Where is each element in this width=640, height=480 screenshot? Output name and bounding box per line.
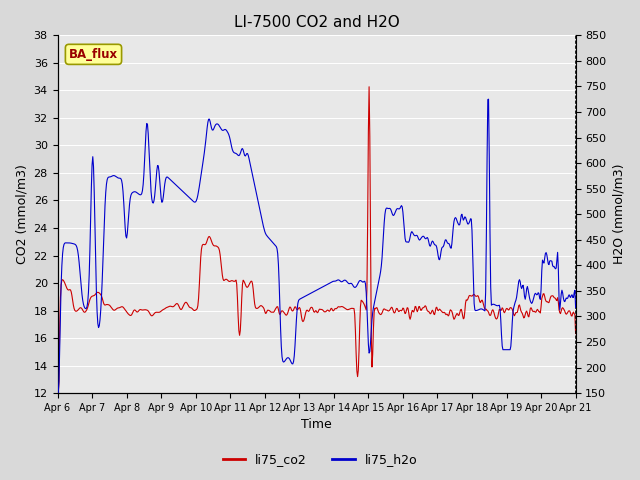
Y-axis label: H2O (mmol/m3): H2O (mmol/m3) xyxy=(612,164,625,264)
Text: BA_flux: BA_flux xyxy=(69,48,118,61)
X-axis label: Time: Time xyxy=(301,419,332,432)
Legend: li75_co2, li75_h2o: li75_co2, li75_h2o xyxy=(218,448,422,471)
Title: LI-7500 CO2 and H2O: LI-7500 CO2 and H2O xyxy=(234,15,399,30)
Y-axis label: CO2 (mmol/m3): CO2 (mmol/m3) xyxy=(15,164,28,264)
